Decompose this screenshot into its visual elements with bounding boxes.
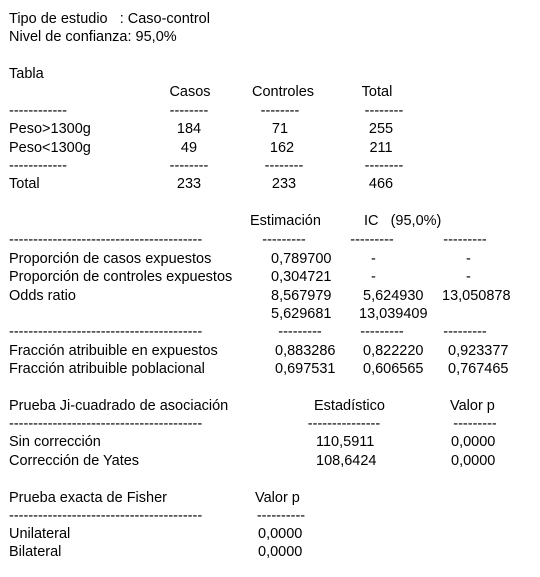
estimate-value: 0,304721	[271, 269, 332, 285]
ci-lower-value: 13,039409	[359, 306, 428, 322]
col-header-valor-p: Valor p	[255, 490, 300, 506]
rule-line: ----------------------------------------	[9, 508, 203, 524]
ci-lower-value: -	[371, 251, 376, 267]
statistic-value: 110,5911	[316, 434, 375, 450]
p-value: 0,0000	[258, 526, 303, 542]
rule-line: ----------------------------------------	[9, 232, 203, 248]
rule-line: ----------	[256, 508, 306, 524]
p-value: 0,0000	[451, 434, 496, 450]
col-header-valor-p: Valor p	[450, 398, 495, 414]
estimate-value: 0,883286	[275, 343, 336, 359]
row-label: Fracción atribuible poblacional	[9, 361, 205, 377]
estimate-value: 0,789700	[271, 251, 332, 267]
rule-line: ------------	[9, 158, 67, 174]
row-label: Bilateral	[9, 544, 62, 560]
estimate-value: 8,567979	[271, 288, 332, 304]
p-value: 0,0000	[258, 544, 303, 560]
ci-lower-value: 0,606565	[363, 361, 424, 377]
cell-value: 71	[271, 121, 289, 137]
rule-line: ---------	[360, 324, 404, 340]
rule-line: --------	[364, 103, 404, 119]
chi-section-title: Prueba Ji-cuadrado de asociación	[9, 398, 229, 414]
cell-value: 255	[368, 121, 394, 137]
row-label: Unilateral	[9, 526, 71, 542]
col-header-casos: Casos	[169, 84, 211, 100]
rule-line: ---------	[453, 416, 497, 432]
ci-upper-value: 0,767465	[448, 361, 509, 377]
row-label: Fracción atribuible en expuestos	[9, 343, 218, 359]
ci-upper-value: 0,923377	[448, 343, 509, 359]
rule-line: ---------	[443, 324, 487, 340]
cell-value: 466	[368, 176, 394, 192]
col-header-total: Total	[361, 84, 393, 100]
row-label: Corrección de Yates	[9, 453, 140, 469]
ci-upper-value: -	[466, 269, 471, 285]
statistic-value: 108,6424	[316, 453, 377, 469]
rule-line: ---------	[278, 324, 322, 340]
rule-line: --------	[169, 158, 209, 174]
ci-lower-value: 0,822220	[363, 343, 424, 359]
rule-line: ---------	[350, 232, 394, 248]
rule-line: ----------------------------------------	[9, 416, 203, 432]
row-label: Proporción de casos expuestos	[9, 251, 212, 267]
col-header-controles: Controles	[251, 84, 315, 100]
cell-value: 49	[180, 140, 198, 156]
cell-value: 211	[369, 140, 393, 156]
rule-line: ------------	[9, 103, 67, 119]
cell-value: 233	[271, 176, 297, 192]
total-label: Total	[9, 176, 40, 192]
col-header-estadistico: Estadístico	[314, 398, 385, 414]
cell-value: 184	[176, 121, 202, 137]
table-title: Tabla	[9, 66, 44, 82]
rule-line: --------	[260, 103, 300, 119]
row-label: Peso>1300g	[9, 121, 91, 137]
ci-lower-value: 5,624930	[363, 288, 424, 304]
ci-upper-value: 13,050878	[442, 288, 511, 304]
cell-value: 233	[176, 176, 202, 192]
rule-line: ---------	[443, 232, 487, 248]
rule-line: --------	[264, 158, 304, 174]
rule-line: --------	[364, 158, 404, 174]
estimate-value: 0,697531	[275, 361, 336, 377]
confidence-level-text: Nivel de confianza: 95,0%	[9, 29, 177, 45]
col-header-estimacion: Estimación	[250, 213, 321, 229]
rule-line: ---------------	[307, 416, 381, 432]
p-value: 0,0000	[451, 453, 496, 469]
rule-line: --------	[169, 103, 209, 119]
ci-lower-value: -	[371, 269, 376, 285]
row-label: Proporción de controles expuestos	[9, 269, 233, 285]
ci-upper-value: -	[466, 251, 471, 267]
rule-line: ----------------------------------------	[9, 324, 203, 340]
col-header-ic: IC (95,0%)	[364, 213, 442, 229]
row-label: Sin corrección	[9, 434, 101, 450]
rule-line: ---------	[262, 232, 306, 248]
row-label: Peso<1300g	[9, 140, 91, 156]
fisher-section-title: Prueba exacta de Fisher	[9, 490, 167, 506]
row-label: Odds ratio	[9, 288, 76, 304]
cell-value: 162	[269, 140, 295, 156]
estimate-value: 5,629681	[271, 306, 332, 322]
study-type-text: Tipo de estudio : Caso-control	[9, 11, 210, 27]
